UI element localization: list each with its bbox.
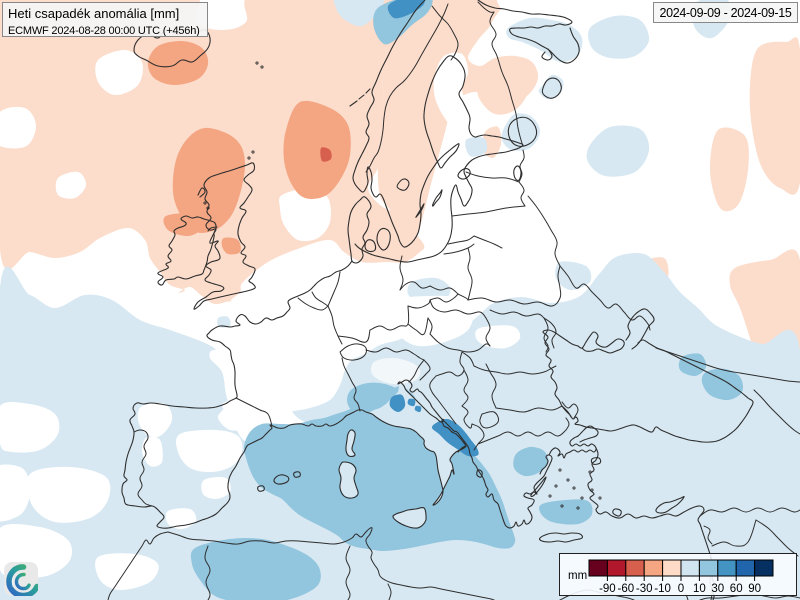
svg-text:10: 10 [693,583,706,595]
svg-text:30: 30 [711,583,724,595]
svg-text:-10: -10 [654,583,671,595]
svg-text:90: 90 [748,583,761,595]
svg-text:60: 60 [730,583,743,595]
svg-text:-90: -90 [599,583,616,595]
svg-text:mm: mm [568,570,587,582]
svg-text:-60: -60 [617,583,634,595]
svg-text:0: 0 [678,583,684,595]
svg-text:-30: -30 [636,583,653,595]
